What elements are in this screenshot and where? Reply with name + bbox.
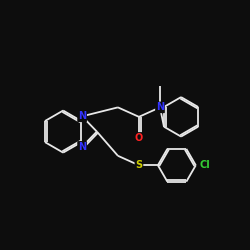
Text: N: N bbox=[78, 111, 86, 121]
Text: N: N bbox=[78, 142, 86, 152]
Text: N: N bbox=[156, 102, 164, 112]
Text: Cl: Cl bbox=[200, 160, 210, 170]
Text: S: S bbox=[136, 160, 142, 170]
Text: O: O bbox=[135, 133, 143, 143]
